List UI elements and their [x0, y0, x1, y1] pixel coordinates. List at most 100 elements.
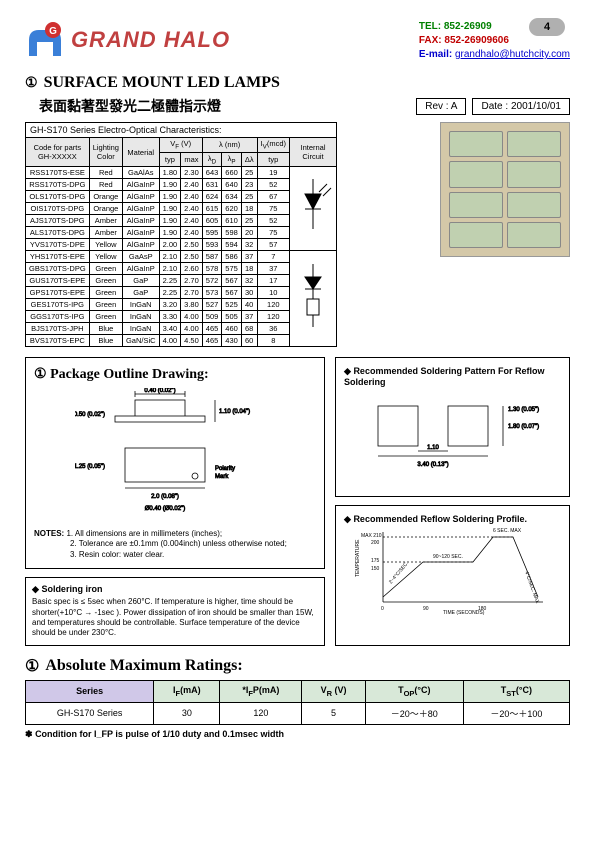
tel-label: TEL:	[419, 21, 441, 32]
note-1: 1. All dimensions are in millimeters (in…	[66, 529, 222, 538]
spec-cell: AlGaInP	[122, 263, 159, 275]
spec-cell: YVS170TS-DPE	[26, 239, 90, 251]
svg-text:Mark: Mark	[215, 474, 229, 480]
spec-cell: 640	[222, 179, 242, 191]
spec-cell: 2.40	[181, 191, 203, 203]
reflow-pattern-diagram: 3.40 (0.13") 1.10 1.80 (0.07") 1.30 (0.0…	[344, 391, 561, 471]
section-title: ① SURFACE MOUNT LED LAMPS	[25, 74, 570, 92]
spec-cell: 634	[222, 191, 242, 203]
chip-photo	[507, 131, 561, 157]
spec-cell: Green	[89, 287, 122, 299]
spec-cell: 4.00	[159, 335, 181, 347]
spec-cell: Orange	[89, 191, 122, 203]
abs-cell: 5	[302, 702, 366, 724]
spec-cell: 525	[222, 299, 242, 311]
soldering-iron-box: ◆ Soldering iron Basic spec is ≤ 5sec wh…	[25, 577, 325, 646]
spec-cell: 1.90	[159, 227, 181, 239]
chip-photo	[449, 131, 503, 157]
bullet-icon: ◆	[344, 514, 351, 524]
left-col: ① Package Outline Drawing: 0.40 (0.02") …	[25, 357, 325, 646]
spec-cell: BJS170TS-JPH	[26, 323, 90, 335]
abs-cell: 120	[220, 702, 302, 724]
spec-cell: 2.10	[159, 263, 181, 275]
spec-cell: 567	[222, 287, 242, 299]
reflow-pattern-title: ◆ Recommended Soldering Pattern For Refl…	[344, 366, 561, 387]
spec-cell: 2.25	[159, 275, 181, 287]
note-2: 2. Tolerance are ±0.1mm (0.004inch) unle…	[70, 539, 287, 548]
spec-cell: 2.00	[159, 239, 181, 251]
svg-text:0.40 (0.02"): 0.40 (0.02")	[144, 388, 175, 394]
spec-cell: 2.40	[181, 215, 203, 227]
spec-cell: 620	[222, 203, 242, 215]
spec-table-wrap: GH-S170 Series Electro-Optical Character…	[25, 122, 337, 347]
spec-cell: 1.90	[159, 215, 181, 227]
chip-photo	[449, 222, 503, 248]
chip-photo	[449, 161, 503, 187]
spec-cell: 594	[222, 239, 242, 251]
svg-text:2~4°C/SEC.: 2~4°C/SEC.	[387, 561, 409, 586]
spec-cell: GBS170TS-DPG	[26, 263, 90, 275]
spec-cell: 660	[222, 167, 242, 179]
spec-cell: 40	[241, 299, 257, 311]
spec-cell: InGaN	[122, 323, 159, 335]
spec-cell: 3.40	[159, 323, 181, 335]
package-outline-box: ① Package Outline Drawing: 0.40 (0.02") …	[25, 357, 325, 569]
spec-cell: 75	[257, 227, 289, 239]
spec-cell: 2.50	[181, 239, 203, 251]
spec-cell: AJS170TS-DPG	[26, 215, 90, 227]
spec-cell: 567	[222, 275, 242, 287]
spec-cell: 575	[222, 263, 242, 275]
spec-cell: 67	[257, 191, 289, 203]
spec-cell: GGS170TS-IPG	[26, 311, 90, 323]
mid-row: ① Package Outline Drawing: 0.40 (0.02") …	[25, 357, 570, 646]
svg-text:Polarity: Polarity	[215, 466, 235, 472]
bullet-icon: ◆	[32, 584, 39, 594]
circled-mark-icon: ①	[34, 367, 47, 382]
abs-max-title-text: Absolute Maximum Ratings:	[45, 657, 242, 675]
tel-value: 852-26909	[444, 21, 492, 32]
email-link[interactable]: grandhalo@hutchcity.com	[455, 49, 570, 60]
title-text: SURFACE MOUNT LED LAMPS	[44, 74, 280, 92]
rev-box: Rev : A	[416, 98, 466, 115]
svg-text:175: 175	[371, 558, 380, 564]
spec-cell: 2.40	[181, 227, 203, 239]
svg-text:90~120 SEC.: 90~120 SEC.	[433, 554, 463, 560]
spec-cell: 460	[222, 323, 242, 335]
reflow-profile-box: ◆ Recommended Reflow Soldering Profile. …	[335, 505, 570, 645]
spec-cell: 23	[241, 179, 257, 191]
company-name: GRAND HALO	[71, 27, 230, 53]
spec-cell: 36	[257, 323, 289, 335]
spec-cell: Green	[89, 263, 122, 275]
spec-cell: 3.30	[159, 311, 181, 323]
spec-cell: 120	[257, 311, 289, 323]
spec-cell: 52	[257, 179, 289, 191]
spec-cell: 631	[202, 179, 222, 191]
spec-cell: 32	[241, 239, 257, 251]
package-title: ① Package Outline Drawing:	[34, 366, 316, 383]
spec-cell: AlGaInP	[122, 203, 159, 215]
abs-max-table: SeriesIF(mA)*IFP(mA)VR (V)TOP(°C)TST(°C)…	[25, 680, 570, 725]
soldering-iron-title: ◆ Soldering iron	[32, 584, 318, 595]
circuit-diagram-icon	[290, 167, 337, 251]
abs-header: TOP(°C)	[365, 680, 463, 702]
footnote-bullet-icon: ✽	[25, 729, 33, 739]
spec-cell: 32	[241, 275, 257, 287]
spec-cell: 18	[241, 203, 257, 215]
spec-cell: 572	[202, 275, 222, 287]
abs-cell: －20～＋80	[365, 702, 463, 724]
abs-header: TST(°C)	[463, 680, 569, 702]
date-box: Date : 2001/10/01	[472, 98, 570, 115]
spec-cell: 57	[257, 239, 289, 251]
spec-cell: 2.40	[181, 179, 203, 191]
svg-text:2.0 (0.08"): 2.0 (0.08")	[151, 494, 179, 500]
svg-text:1.10 (0.04"): 1.10 (0.04")	[219, 409, 250, 415]
spec-cell: 7	[257, 251, 289, 263]
spec-cell: 37	[241, 311, 257, 323]
fax-label: FAX:	[419, 35, 442, 46]
circled-mark-icon: ①	[25, 75, 38, 92]
spec-cell: Red	[89, 179, 122, 191]
svg-text:MAX 210: MAX 210	[361, 533, 382, 539]
spec-cell: 610	[222, 215, 242, 227]
spec-cell: 615	[202, 203, 222, 215]
circled-mark-icon: ①	[25, 656, 39, 676]
